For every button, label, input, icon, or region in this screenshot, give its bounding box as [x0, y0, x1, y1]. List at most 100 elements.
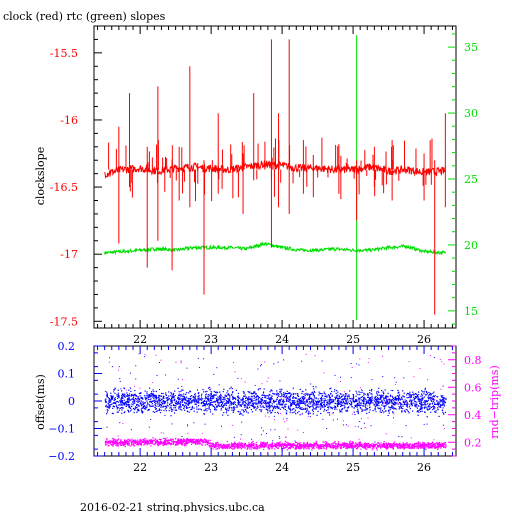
offset-point	[220, 398, 222, 401]
offset-point	[170, 406, 172, 408]
offset-outlier-point	[286, 417, 288, 419]
rndtrip-point	[422, 443, 424, 445]
offset-point	[165, 407, 168, 409]
offset-point	[158, 396, 160, 398]
rndtrip-point	[313, 445, 315, 447]
offset-point	[286, 410, 288, 412]
rndtrip-point	[423, 447, 426, 449]
offset-point	[361, 396, 364, 398]
rndtrip-point	[315, 442, 317, 444]
offset-point	[346, 409, 348, 411]
rndtrip-point	[240, 448, 243, 450]
rndtrip-point	[430, 447, 432, 449]
offset-point	[106, 409, 108, 411]
offset-point	[293, 408, 295, 410]
offset-point	[208, 407, 210, 409]
offset-point	[185, 406, 188, 408]
offset-point	[305, 393, 307, 395]
offset-point	[353, 401, 355, 403]
offset-point	[392, 402, 394, 405]
offset-point	[271, 398, 273, 400]
offset-point	[123, 399, 126, 401]
offset-point	[195, 398, 197, 400]
offset-point	[141, 403, 143, 405]
offset-point	[112, 397, 114, 399]
offset-point	[412, 393, 414, 395]
rndtrip-point	[333, 445, 335, 447]
rndtrip-point	[351, 446, 354, 449]
offset-point	[397, 400, 399, 402]
rndtrip-point	[127, 442, 129, 444]
offset-point	[145, 407, 147, 409]
offset-point	[428, 404, 430, 407]
offset-point	[323, 406, 325, 408]
rndtrip-point	[230, 442, 233, 444]
offset-point	[437, 401, 439, 403]
offset-point	[415, 396, 418, 398]
rndtrip-point	[288, 442, 290, 445]
rndtrip-point	[133, 440, 135, 443]
rndtrip-point	[178, 443, 180, 445]
offset-point	[233, 406, 235, 408]
offset-point	[394, 401, 396, 404]
rndtrip-point	[130, 441, 133, 443]
rndtrip-point	[350, 446, 352, 448]
offset-point	[109, 401, 111, 403]
offset-point	[157, 403, 159, 405]
offset-point	[368, 398, 370, 400]
offset-point	[407, 396, 409, 399]
rndtrip-point	[112, 445, 114, 447]
offset-outlier-point	[262, 430, 264, 432]
offset-point	[129, 404, 131, 406]
offset-point	[367, 402, 369, 404]
offset-point	[228, 409, 230, 412]
rndtrip-point	[107, 442, 109, 444]
offset-point	[121, 390, 123, 392]
offset-point	[365, 408, 367, 410]
offset-point	[137, 404, 139, 406]
offset-outlier-point	[134, 440, 136, 442]
rndtrip-point	[213, 444, 215, 446]
offset-outlier-point	[142, 402, 144, 404]
rndtrip-point	[282, 445, 284, 447]
offset-point	[424, 404, 426, 406]
offset-point	[348, 394, 350, 396]
offset-point	[435, 410, 437, 412]
offset-point	[204, 409, 206, 411]
offset-point	[350, 400, 352, 403]
offset-point	[286, 413, 288, 415]
offset-point	[328, 400, 331, 402]
offset-point	[175, 402, 177, 405]
rndtrip-point	[233, 443, 235, 446]
rndtrip-point	[306, 443, 308, 445]
offset-point	[351, 397, 353, 399]
offset-point	[141, 397, 143, 399]
rndtrip-point	[209, 446, 211, 448]
offset-point	[165, 394, 167, 396]
offset-point	[409, 395, 411, 397]
offset-point	[222, 414, 224, 416]
offset-point	[148, 408, 150, 411]
offset-point	[127, 404, 129, 406]
offset-point	[174, 398, 176, 400]
offset-point	[319, 397, 322, 400]
offset-point	[309, 403, 312, 405]
rndtrip-point	[137, 441, 139, 443]
offset-outlier-point	[336, 408, 338, 410]
offset-point	[388, 402, 390, 404]
offset-point	[210, 392, 213, 394]
offset-point	[192, 396, 194, 399]
offset-point	[415, 406, 417, 408]
offset-point	[144, 405, 146, 407]
offset-point	[327, 406, 329, 408]
offset-point	[404, 410, 406, 412]
rndtrip-point	[337, 446, 340, 448]
rndtrip-point	[113, 441, 115, 444]
offset-point	[380, 409, 382, 411]
offset-point	[212, 405, 214, 407]
rndtrip-point	[175, 444, 177, 446]
offset-outlier-point	[310, 383, 312, 385]
rndtrip-point	[106, 438, 108, 440]
offset-point	[444, 401, 446, 403]
offset-point	[329, 388, 331, 390]
